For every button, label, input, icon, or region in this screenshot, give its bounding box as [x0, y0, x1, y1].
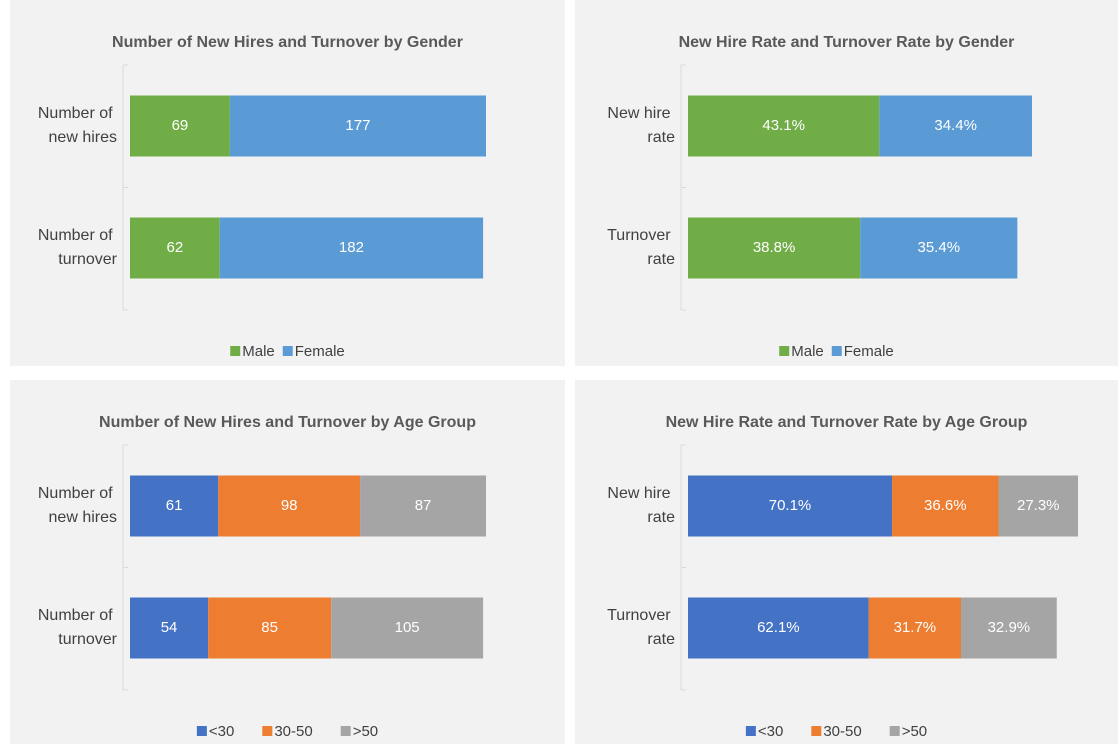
- chart-title: New Hire Rate and Turnover Rate by Gende…: [679, 34, 1015, 51]
- legend-marker: [889, 726, 900, 736]
- value-label: 105: [395, 619, 420, 636]
- bar-segment: [218, 475, 361, 537]
- value-label: 43.1%: [762, 117, 805, 134]
- bar-segment: [860, 217, 1018, 279]
- bar-segment: [331, 597, 484, 659]
- category-label: Number of new hires: [38, 485, 117, 526]
- value-label: 31.7%: [894, 619, 937, 636]
- legend-label: 30-50: [274, 723, 312, 740]
- bar-segment: [360, 475, 486, 537]
- legend-marker: [196, 726, 207, 736]
- bar-segment: [892, 475, 999, 537]
- chart-title: Number of New Hires and Turnover by Age …: [99, 414, 476, 431]
- value-label: 62.1%: [757, 619, 800, 636]
- value-label: 177: [345, 117, 370, 134]
- value-label: 69: [172, 117, 189, 134]
- panel-background: [575, 0, 1118, 366]
- legend-label: Male: [791, 343, 824, 360]
- value-label: 61: [166, 497, 183, 514]
- bar-segment: [879, 95, 1032, 157]
- value-label: 70.1%: [769, 497, 812, 514]
- legend-label: Male: [242, 343, 275, 360]
- bar-segment: [688, 475, 893, 537]
- legend-marker: [340, 726, 351, 736]
- value-label: 27.3%: [1017, 497, 1060, 514]
- legend-label: <30: [209, 723, 234, 740]
- value-label: 36.6%: [924, 497, 967, 514]
- legend-marker: [831, 346, 842, 356]
- legend-marker: [811, 726, 822, 736]
- chart-panel: Number of New Hires and Turnover by Gend…: [10, 0, 565, 366]
- chart-panel: New Hire Rate and Turnover Rate by Age G…: [575, 380, 1118, 744]
- value-label: 182: [339, 239, 364, 256]
- legend-label: >50: [902, 723, 927, 740]
- legend-label: Female: [295, 343, 345, 360]
- bar-segment: [229, 95, 487, 157]
- chart-title: New Hire Rate and Turnover Rate by Age G…: [666, 414, 1028, 431]
- legend-label: Female: [844, 343, 894, 360]
- category-label: Turnover rate: [607, 227, 675, 268]
- category-label: New hire rate: [607, 105, 675, 146]
- value-label: 62: [167, 239, 184, 256]
- legend-marker: [745, 726, 756, 736]
- legend-marker: [779, 346, 790, 356]
- legend-marker: [282, 346, 293, 356]
- bar-segment: [130, 95, 230, 157]
- chart-panel: New Hire Rate and Turnover Rate by Gende…: [575, 0, 1118, 366]
- legend: Male Female: [230, 343, 345, 360]
- value-label: 32.9%: [988, 619, 1031, 636]
- value-label: 35.4%: [918, 239, 961, 256]
- legend-label: <30: [758, 723, 783, 740]
- panel-background: [575, 380, 1118, 744]
- bar-segment: [688, 217, 861, 279]
- bar-segment: [130, 217, 220, 279]
- category-label: Turnover rate: [607, 607, 675, 648]
- value-label: 54: [161, 619, 178, 636]
- legend: Male Female: [779, 343, 894, 360]
- legend: <30 30-50 >50: [745, 723, 927, 740]
- value-label: 85: [261, 619, 278, 636]
- category-label: New hire rate: [607, 485, 675, 526]
- bar-segment: [130, 475, 219, 537]
- value-label: 38.8%: [753, 239, 796, 256]
- legend-marker: [230, 346, 241, 356]
- value-label: 87: [415, 497, 432, 514]
- chart-title: Number of New Hires and Turnover by Gend…: [112, 34, 463, 51]
- bar-segment: [998, 475, 1078, 537]
- bar-segment: [208, 597, 332, 659]
- bar-segment: [868, 597, 961, 659]
- legend-label: >50: [353, 723, 378, 740]
- category-label: Number of new hires: [38, 105, 117, 146]
- legend-marker: [262, 726, 273, 736]
- legend-label: 30-50: [823, 723, 861, 740]
- legend: <30 30-50 >50: [196, 723, 378, 740]
- chart-panel: Number of New Hires and Turnover by Age …: [10, 380, 565, 744]
- bar-segment: [961, 597, 1057, 659]
- bar-segment: [688, 597, 869, 659]
- panel-background: [10, 0, 565, 366]
- bar-segment: [219, 217, 484, 279]
- category-label: Number of turnover: [38, 607, 118, 648]
- category-label: Number of turnover: [38, 227, 118, 268]
- bar-segment: [130, 597, 209, 659]
- value-label: 98: [281, 497, 298, 514]
- bar-segment: [688, 95, 880, 157]
- panel-background: [10, 380, 565, 744]
- value-label: 34.4%: [934, 117, 977, 134]
